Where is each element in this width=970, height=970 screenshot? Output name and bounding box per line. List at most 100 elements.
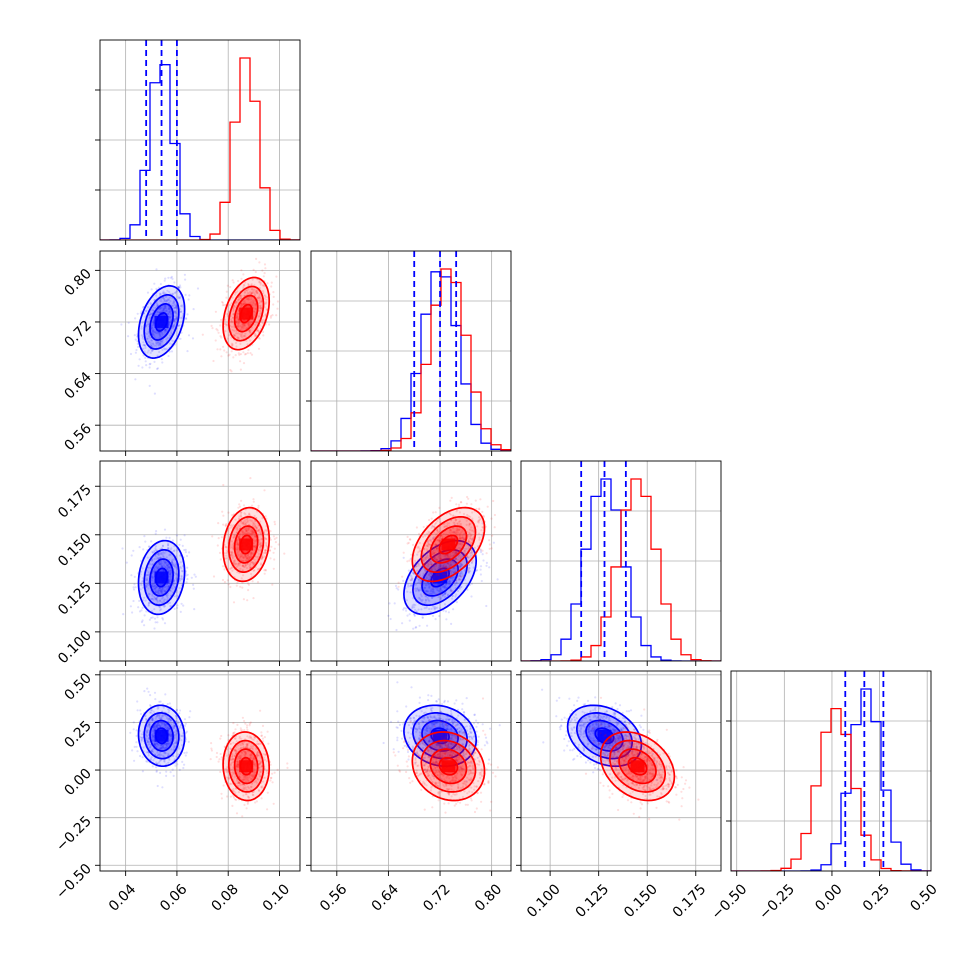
sample-point bbox=[231, 554, 234, 557]
sample-point bbox=[420, 600, 423, 603]
sample-point bbox=[444, 554, 447, 558]
sample-point bbox=[214, 339, 217, 342]
sample-point bbox=[225, 351, 228, 354]
sample-point bbox=[250, 288, 253, 291]
sample-point bbox=[264, 549, 267, 552]
sample-point bbox=[471, 517, 474, 520]
sample-point bbox=[472, 566, 475, 569]
sample-point bbox=[481, 526, 484, 529]
sample-point bbox=[160, 746, 163, 750]
sample-point bbox=[259, 533, 263, 536]
sample-point bbox=[161, 601, 164, 604]
sample-point bbox=[472, 537, 475, 540]
sample-point bbox=[179, 337, 182, 340]
sample-point bbox=[165, 742, 168, 745]
sample-point bbox=[169, 571, 173, 575]
sample-point bbox=[136, 345, 140, 348]
sample-point bbox=[459, 563, 462, 566]
sample-point bbox=[273, 537, 276, 541]
sample-point bbox=[224, 767, 227, 771]
sample-point bbox=[409, 579, 412, 582]
sample-point bbox=[241, 521, 245, 524]
sample-point bbox=[232, 524, 235, 527]
sample-point bbox=[152, 324, 155, 327]
sample-point bbox=[449, 552, 452, 555]
sample-point bbox=[402, 579, 405, 583]
sample-point bbox=[244, 523, 247, 526]
sample-point bbox=[147, 737, 150, 740]
sample-point bbox=[455, 582, 458, 585]
sample-point bbox=[226, 312, 229, 315]
density-peak bbox=[239, 538, 254, 551]
sample-point bbox=[442, 564, 445, 567]
sample-point bbox=[237, 781, 240, 784]
sample-point bbox=[155, 743, 158, 746]
sample-point bbox=[246, 563, 249, 566]
sample-point bbox=[450, 531, 454, 534]
sample-point bbox=[164, 328, 167, 332]
sample-point bbox=[169, 569, 172, 572]
sample-point bbox=[229, 544, 232, 547]
sample-point bbox=[177, 296, 180, 300]
sample-point bbox=[456, 589, 460, 593]
sample-point bbox=[439, 564, 442, 567]
sample-point bbox=[140, 740, 143, 743]
sample-point bbox=[156, 621, 159, 624]
sample-point bbox=[181, 305, 184, 308]
sample-point bbox=[179, 610, 182, 614]
sample-point bbox=[251, 529, 255, 533]
sample-point bbox=[254, 801, 257, 804]
sample-point bbox=[468, 567, 471, 570]
sample-point bbox=[162, 310, 165, 313]
sample-point bbox=[157, 553, 160, 556]
sample-point bbox=[173, 737, 176, 740]
sample-point bbox=[127, 335, 130, 338]
sample-point bbox=[156, 310, 159, 313]
sample-point bbox=[260, 538, 263, 541]
sample-point bbox=[169, 731, 172, 734]
sample-point bbox=[235, 749, 238, 752]
sample-point bbox=[258, 546, 261, 549]
sample-point bbox=[401, 622, 404, 625]
sample-point bbox=[158, 714, 161, 718]
sample-point bbox=[167, 298, 170, 301]
sample-point bbox=[175, 534, 178, 537]
sample-point bbox=[480, 579, 483, 583]
sample-point bbox=[448, 556, 451, 560]
sample-point bbox=[252, 545, 256, 549]
sample-point bbox=[249, 745, 253, 748]
sample-point bbox=[155, 313, 158, 316]
sample-point bbox=[264, 515, 267, 518]
sample-point bbox=[160, 560, 163, 563]
sample-point bbox=[239, 305, 243, 308]
sample-point bbox=[419, 587, 422, 590]
sample-point bbox=[239, 511, 243, 514]
sample-point bbox=[167, 565, 171, 569]
sample-point bbox=[168, 554, 171, 557]
sample-point bbox=[265, 298, 268, 301]
sample-point bbox=[250, 532, 253, 535]
sample-point bbox=[169, 276, 172, 279]
sample-point bbox=[243, 531, 246, 534]
sample-point bbox=[237, 553, 240, 556]
sample-point bbox=[259, 562, 263, 565]
sample-point bbox=[163, 306, 166, 309]
sample-point bbox=[236, 316, 239, 319]
sample-point bbox=[170, 733, 173, 736]
sample-point bbox=[459, 565, 462, 568]
sample-point bbox=[466, 495, 469, 499]
sample-point bbox=[451, 597, 454, 600]
sample-point bbox=[241, 716, 244, 719]
sample-point bbox=[239, 294, 242, 298]
sample-point bbox=[232, 309, 235, 312]
sample-point bbox=[226, 546, 229, 549]
sample-point bbox=[482, 515, 485, 518]
sample-point bbox=[455, 503, 458, 506]
sample-point bbox=[439, 567, 442, 570]
sample-point bbox=[417, 596, 421, 599]
sample-point bbox=[139, 582, 143, 585]
sample-point bbox=[419, 583, 423, 586]
sample-point bbox=[456, 558, 459, 562]
sample-point bbox=[444, 610, 448, 613]
sample-point bbox=[255, 321, 258, 324]
